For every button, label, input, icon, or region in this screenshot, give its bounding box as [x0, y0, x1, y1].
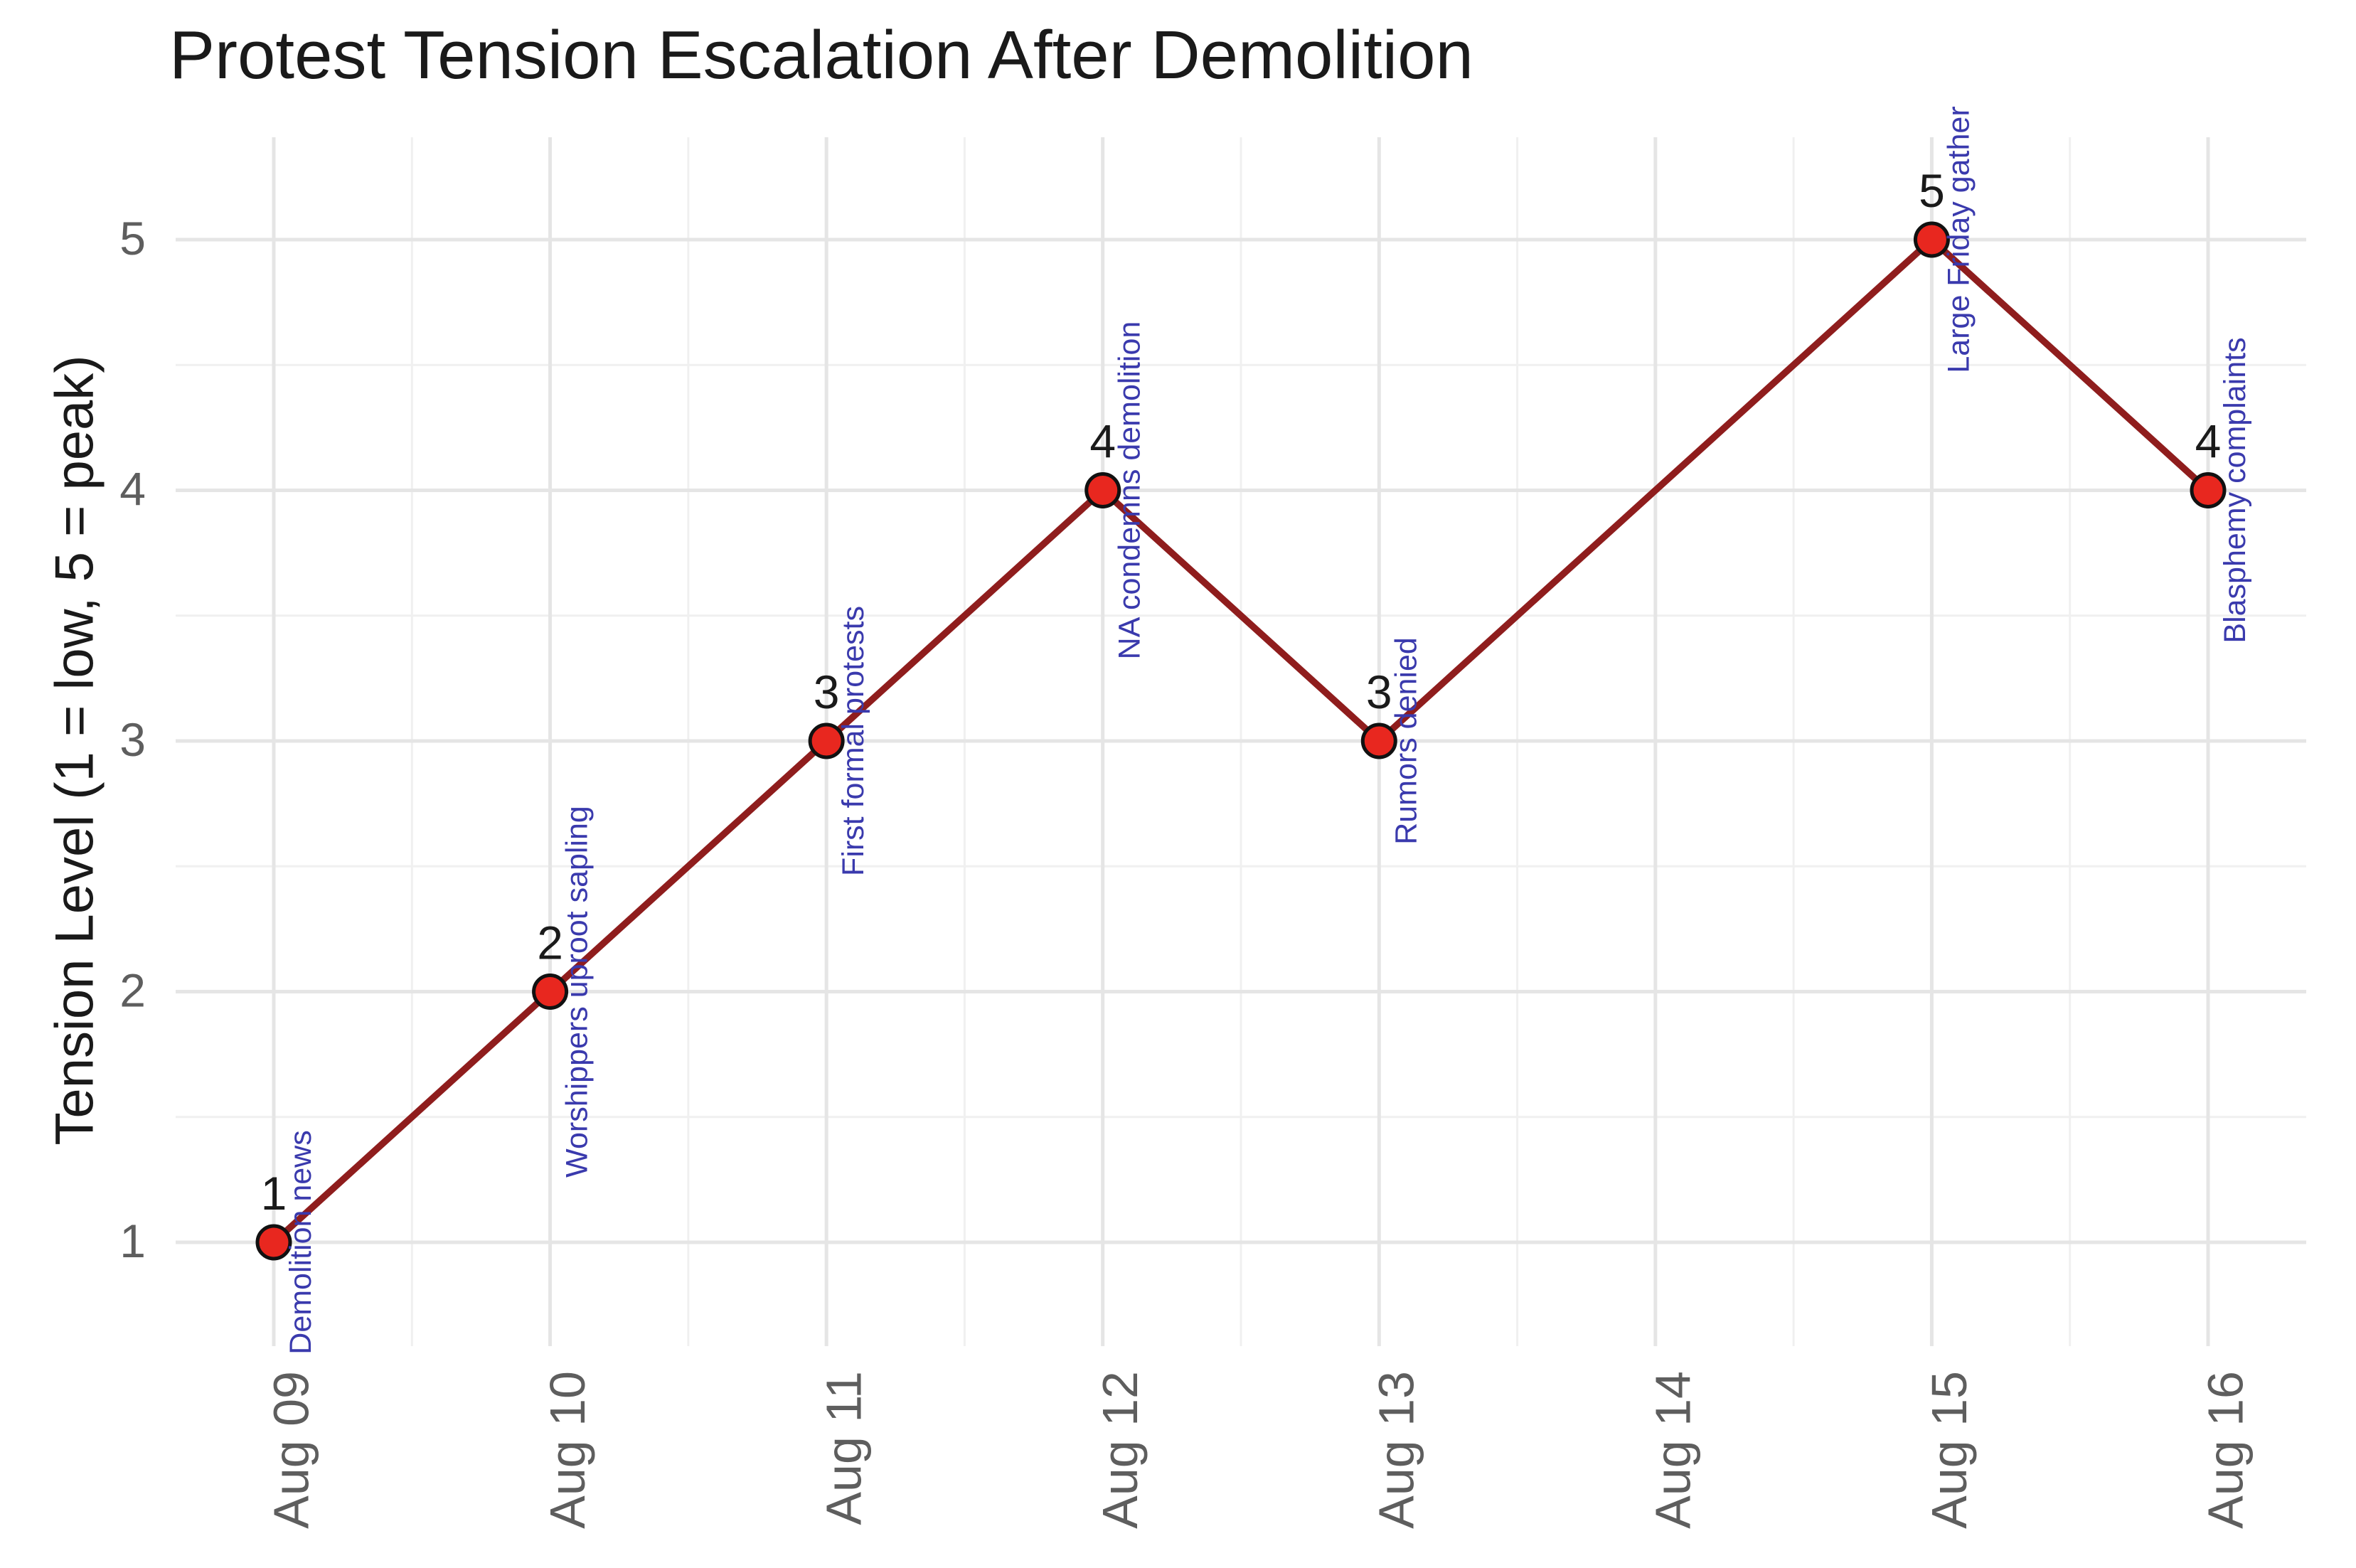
data-point — [1360, 722, 1397, 759]
data-point — [2190, 472, 2227, 508]
annotation-label: First formal protests — [836, 606, 870, 876]
data-point-value-label: 1 — [261, 1167, 287, 1220]
y-tick-label: 1 — [119, 1215, 146, 1267]
x-tick-label: Aug 16 — [2197, 1371, 2253, 1529]
x-tick-label: Aug 10 — [540, 1371, 595, 1529]
data-point-value-label: 3 — [814, 666, 840, 718]
x-tick-label: Aug 11 — [816, 1371, 872, 1525]
annotation-label: Blasphemy complaints — [2218, 337, 2252, 643]
data-point — [808, 722, 845, 759]
annotation-label: Large Friday gather — [1941, 106, 1976, 373]
x-tick-label: Aug 13 — [1369, 1371, 1424, 1529]
x-tick-label: Aug 14 — [1645, 1371, 1700, 1529]
data-point — [532, 974, 569, 1010]
y-tick-label: 2 — [119, 964, 146, 1017]
y-tick-label: 4 — [119, 463, 146, 516]
y-tick-label: 3 — [119, 713, 146, 766]
x-tick-label: Aug 12 — [1092, 1371, 1148, 1529]
annotation-label: Worshippers uproot sapling — [560, 806, 595, 1178]
annotation-label: Demolition news — [284, 1130, 318, 1354]
x-tick-label: Aug 15 — [1921, 1371, 1977, 1529]
chart-title: Protest Tension Escalation After Demolit… — [169, 17, 1473, 93]
data-point-value-label: 2 — [537, 917, 563, 969]
y-tick-label: 5 — [119, 212, 146, 265]
x-tick-label: Aug 09 — [263, 1371, 319, 1529]
data-point-value-label: 3 — [1366, 666, 1392, 718]
data-point-value-label: 4 — [2195, 415, 2222, 468]
annotation-label: Rumors denied — [1389, 637, 1423, 845]
data-point — [1913, 221, 1950, 258]
data-point-value-label: 4 — [1089, 415, 1116, 468]
data-point — [255, 1224, 292, 1261]
data-point — [1084, 472, 1121, 508]
data-point-value-label: 5 — [1919, 164, 1945, 217]
annotation-label: NA condemns demolition — [1113, 321, 1147, 660]
